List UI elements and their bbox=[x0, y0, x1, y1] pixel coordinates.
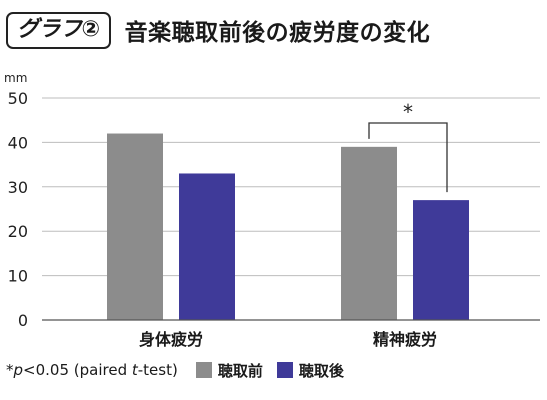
y-tick-label: 0 bbox=[18, 311, 28, 330]
y-tick-label: 20 bbox=[8, 222, 28, 241]
significance-annotation: * bbox=[368, 100, 448, 193]
bar-before-0 bbox=[107, 133, 163, 320]
axes: mm 0 10 20 30 40 50 身体疲労 精神疲労 bbox=[4, 71, 540, 349]
chart-title: 音楽聴取前後の疲労度の変化 bbox=[124, 20, 431, 46]
legend-label-before: 聴取前 bbox=[217, 361, 263, 380]
footnote: *p<0.05 (paired t-test) bbox=[6, 361, 178, 379]
bar-after-0 bbox=[179, 173, 235, 320]
bars bbox=[107, 133, 469, 320]
legend-item-after: 聴取後 bbox=[276, 360, 344, 381]
y-tick-label: 40 bbox=[8, 133, 28, 152]
x-category-label: 精神疲労 bbox=[373, 330, 437, 349]
bar-after-1 bbox=[413, 200, 469, 320]
y-tick-label: 50 bbox=[8, 89, 28, 108]
title-row: グラフ② 音楽聴取前後の疲労度の変化 bbox=[6, 10, 430, 50]
legend: *p<0.05 (paired t-test) 聴取前 聴取後 bbox=[6, 357, 358, 383]
y-tick-label: 10 bbox=[8, 267, 28, 286]
y-unit-label: mm bbox=[4, 71, 27, 85]
significance-star: * bbox=[403, 100, 413, 124]
bar-before-1 bbox=[341, 146, 397, 320]
legend-label-after: 聴取後 bbox=[298, 361, 344, 380]
y-tick-label: 30 bbox=[8, 178, 28, 197]
legend-swatch-after bbox=[276, 362, 293, 378]
x-category-label: 身体疲労 bbox=[139, 330, 203, 349]
graph-number-badge: グラフ② bbox=[6, 11, 111, 49]
legend-item-before: 聴取前 bbox=[195, 360, 263, 381]
significance-bracket bbox=[368, 122, 448, 193]
legend-swatch-before bbox=[195, 362, 212, 378]
